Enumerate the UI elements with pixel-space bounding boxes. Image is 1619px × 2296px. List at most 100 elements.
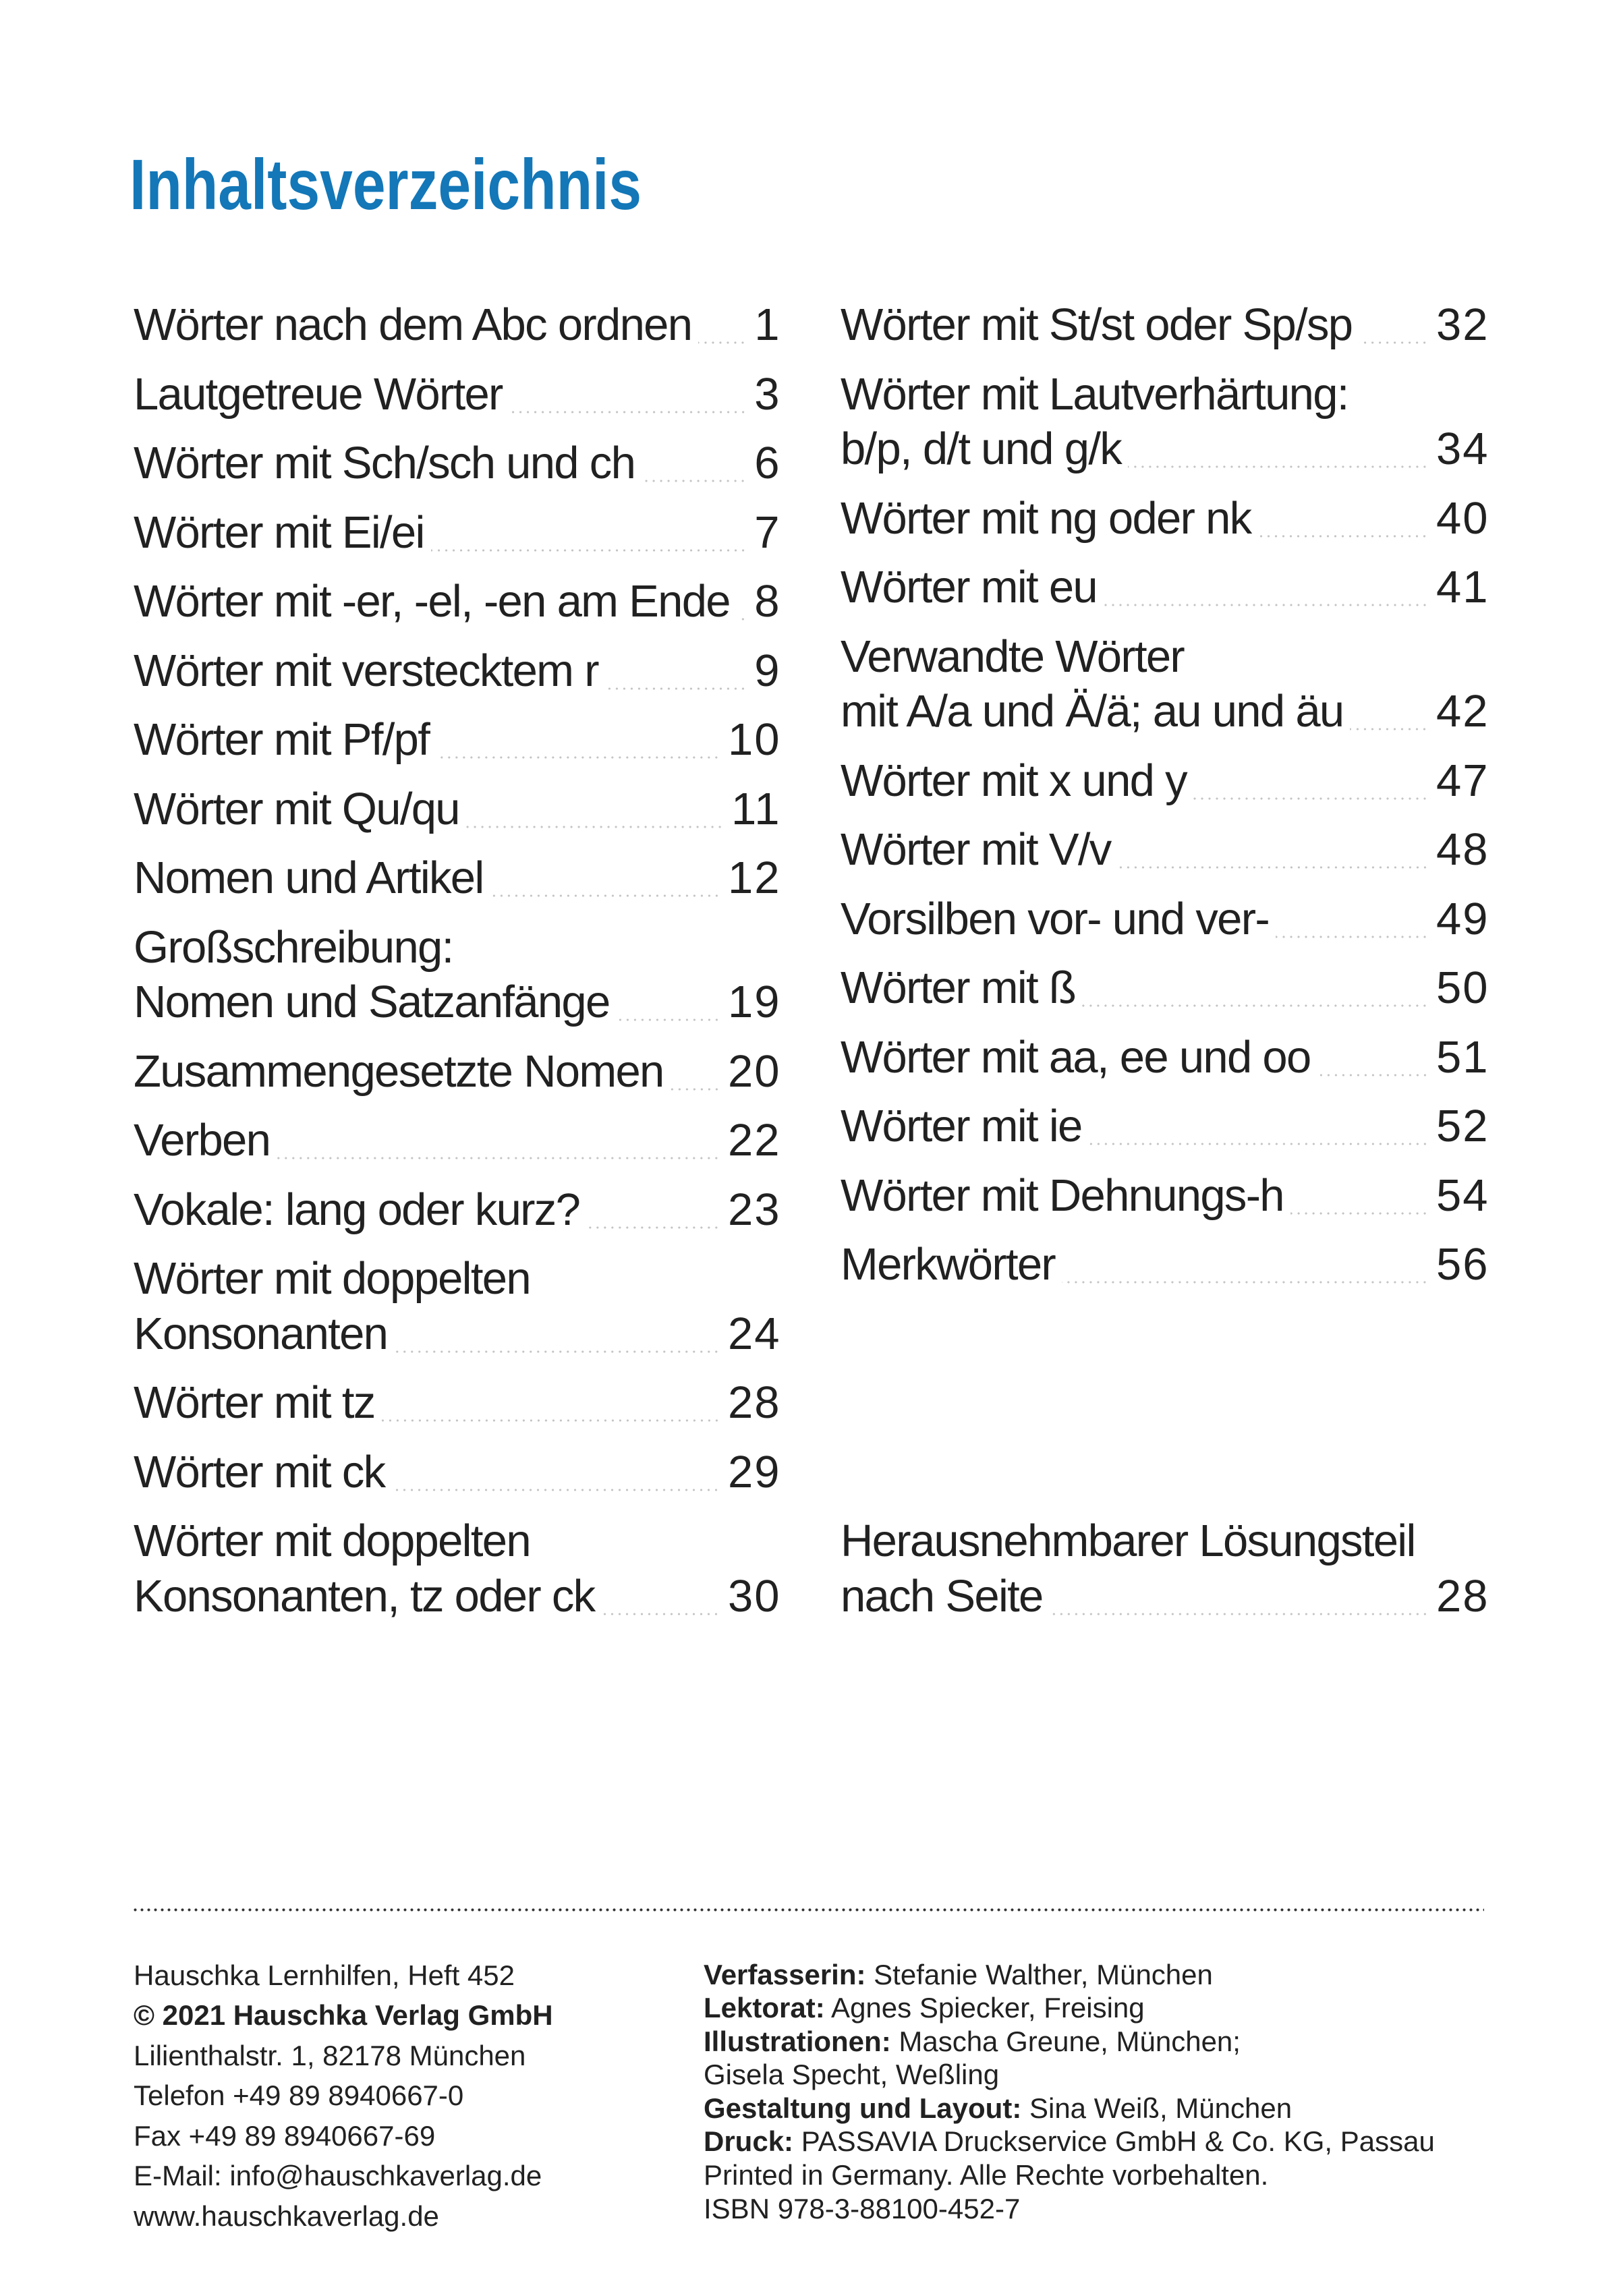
toc-dotted-leader xyxy=(642,480,749,482)
toc-item: Wörter mit Sch/sch und ch 6 xyxy=(134,436,779,491)
toc-item: Wörter mit V/v 48 xyxy=(841,822,1488,878)
toc-item-title: Wörter mit -er, -el, -en am Ende xyxy=(134,576,731,627)
toc-page-number: 29 xyxy=(727,1446,781,1497)
toc-item-title: Wörter nach dem Abc ordnen xyxy=(134,299,693,350)
toc-item-title: Wörter mit Ei/ei xyxy=(134,507,425,558)
toc-page-number: 9 xyxy=(754,645,781,696)
toc-item-title: Wörter mit aa, ee und oo xyxy=(841,1031,1311,1083)
toc-page-number: 8 xyxy=(754,576,781,627)
toc-page-number: 19 xyxy=(727,977,781,1027)
toc-page-number: 51 xyxy=(1436,1031,1489,1083)
toc-page-number: 20 xyxy=(727,1045,781,1097)
toc-item-title: Wörter mit ng oder nk xyxy=(841,492,1252,544)
imprint-publisher-line: Fax +49 89 8940667-69 xyxy=(134,2119,436,2152)
toc-item-title: Wörter mit Pf/pf xyxy=(134,714,430,765)
toc-item-title: Nomen und Satzanfänge xyxy=(134,977,610,1027)
toc-item: Vokale: lang oder kurz? 23 xyxy=(134,1182,780,1238)
toc-dotted-leader xyxy=(698,341,749,344)
toc-page-number: 11 xyxy=(731,783,781,834)
toc-item-title: Wörter mit Dehnungs-h xyxy=(841,1170,1285,1221)
toc-dotted-leader xyxy=(465,825,726,828)
toc-page-number: 54 xyxy=(1436,1170,1489,1221)
toc-page-number: 10 xyxy=(727,714,781,765)
toc-page-number: 47 xyxy=(1436,755,1489,806)
toc-item-title: Wörter mit tz xyxy=(134,1377,376,1428)
toc-item: Nomen und Artikel 12 xyxy=(134,851,780,906)
toc-dotted-leader xyxy=(490,894,722,897)
toc-dotted-leader xyxy=(436,756,722,759)
toc-item: Wörter mit Lautverhärtung: b/p, d/t und … xyxy=(841,367,1488,477)
toc-item: Wörter nach dem Abc ordnen 1 xyxy=(134,297,781,353)
toc-item-title: Lautgetreue Wörter xyxy=(134,368,503,420)
toc-item: Lautgetreue Wörter 3 xyxy=(134,367,779,422)
toc-dotted-leader xyxy=(1082,1004,1431,1007)
imprint-credits-block: Verfasserin: Stefanie Walther, München Le… xyxy=(704,1958,1435,2226)
toc-page-number: 24 xyxy=(727,1308,781,1359)
page-title: Inhaltsverzeichnis xyxy=(130,145,642,225)
toc-dotted-leader xyxy=(1257,534,1431,538)
imprint-divider-dotted-rule xyxy=(134,1908,1484,1912)
toc-item-title: Wörter mit eu xyxy=(841,562,1098,612)
toc-page-number: 1 xyxy=(754,299,781,350)
toc-page-number: 42 xyxy=(1436,686,1489,737)
toc-page-number: 28 xyxy=(727,1377,781,1428)
toc-item: Wörter mit ck 29 xyxy=(134,1445,780,1500)
toc-item-title: Wörter mit doppelten xyxy=(134,1253,532,1304)
toc-dotted-leader xyxy=(381,1419,722,1422)
imprint-publisher-line: www.hauschkaverlag.de xyxy=(134,2200,439,2232)
toc-item: Vorsilben vor- und ver- 49 xyxy=(841,892,1488,947)
toc-item: Wörter mit Dehnungs-h 54 xyxy=(841,1168,1488,1224)
toc-dotted-leader xyxy=(604,687,749,690)
imprint-publisher-line: © 2021 Hauschka Verlag GmbH xyxy=(134,1999,553,2031)
toc-item: Wörter mit doppelten Konsonanten 24 xyxy=(134,1251,780,1361)
toc-page-number: 49 xyxy=(1436,893,1489,944)
toc-item: Zusammengesetzte Nomen 20 xyxy=(134,1044,780,1099)
toc-page-number: 28 xyxy=(1436,1570,1489,1621)
toc-page-number: 56 xyxy=(1436,1239,1489,1290)
toc-item: Merkwörter 56 xyxy=(841,1237,1488,1292)
toc-item-title: Wörter mit doppelten xyxy=(134,1516,532,1566)
toc-item-title: Wörter mit Sch/sch und ch xyxy=(134,438,636,488)
imprint-credit-line: ISBN 978-3-88100-452-7 xyxy=(704,2192,1021,2225)
imprint-publisher-line: E-Mail: info@hauschkaverlag.de xyxy=(134,2160,542,2191)
toc-page-number: 12 xyxy=(727,853,781,903)
toc-item: Wörter mit tz 28 xyxy=(134,1375,780,1431)
toc-dotted-leader xyxy=(1088,1143,1431,1145)
imprint-credit-line: Gestaltung und Layout: Sina Weiß, Münche… xyxy=(704,2092,1293,2124)
imprint-credit-line: Gisela Specht, Weßling xyxy=(704,2059,1000,2091)
toc-dotted-leader xyxy=(1062,1281,1431,1284)
imprint-credit-line: Druck: PASSAVIA Druckservice GmbH & Co. … xyxy=(704,2125,1435,2158)
toc-dotted-leader xyxy=(1317,1073,1431,1077)
imprint-credit-line: Printed in Germany. Alle Rechte vorbehal… xyxy=(704,2159,1269,2191)
toc-item-title: Herausnehmbarer Lösungsteil xyxy=(841,1516,1416,1566)
imprint-credit-line: Lektorat: Agnes Spiecker, Freising xyxy=(704,1992,1145,2024)
toc-item-title: Verwandte Wörter xyxy=(841,631,1185,682)
toc-item-title: Nomen und Artikel xyxy=(134,853,484,903)
toc-item: Wörter mit ß 50 xyxy=(841,960,1488,1016)
toc-dotted-leader xyxy=(277,1157,722,1159)
toc-dotted-leader xyxy=(430,548,749,552)
toc-item: Wörter mit ng oder nk 40 xyxy=(841,491,1488,546)
toc-item-title: Wörter mit St/st oder Sp/sp xyxy=(841,299,1353,350)
toc-item-title: Zusammengesetzte Nomen xyxy=(134,1045,664,1097)
imprint-credit-line: Illustrationen: Mascha Greune, München; xyxy=(704,2025,1241,2057)
toc-item: Wörter mit x und y 47 xyxy=(841,753,1488,809)
toc-dotted-leader xyxy=(616,1018,722,1021)
toc-item-title: Konsonanten xyxy=(134,1308,389,1359)
toc-item-title: Wörter mit x und y xyxy=(841,755,1188,806)
toc-item-title: Merkwörter xyxy=(841,1239,1056,1290)
toc-dotted-leader xyxy=(1193,797,1431,800)
toc-item-title: b/p, d/t und g/k xyxy=(841,424,1123,474)
toc-dotted-leader xyxy=(601,1612,722,1615)
toc-item: Wörter mit Qu/qu 11 xyxy=(134,782,780,837)
toc-dotted-leader xyxy=(736,618,749,621)
toc-item: Wörter mit eu 41 xyxy=(841,560,1488,615)
toc-page-number: 52 xyxy=(1436,1101,1489,1151)
toc-item: Wörter mit aa, ee und oo 51 xyxy=(841,1030,1488,1085)
toc-item-title: Wörter mit Lautverhärtung: xyxy=(841,368,1349,420)
imprint-publisher-block: Hauschka Lernhilfen, Heft 452 © 2021 Haus… xyxy=(134,1955,553,2237)
toc-page-number: 30 xyxy=(727,1570,781,1621)
toc-item: Wörter mit Pf/pf 10 xyxy=(134,712,780,768)
toc-dotted-leader xyxy=(1290,1211,1431,1215)
